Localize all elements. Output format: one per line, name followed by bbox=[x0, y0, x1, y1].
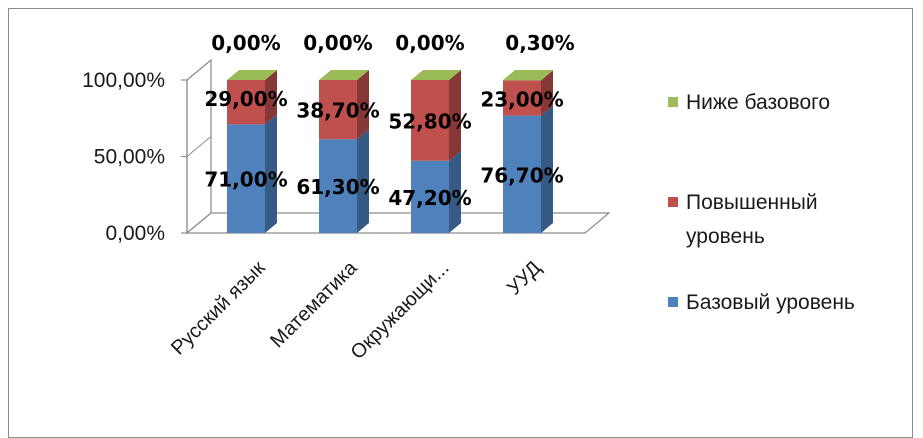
legend-item: Базовый уровень bbox=[668, 291, 855, 314]
y-tick-label: 100,00% bbox=[82, 69, 165, 92]
legend-label: Ниже базового bbox=[686, 91, 830, 114]
data-label: 76,70% bbox=[480, 163, 563, 187]
data-label: 0,00% bbox=[211, 31, 280, 55]
data-label: 52,80% bbox=[388, 109, 471, 133]
legend-swatch bbox=[668, 97, 678, 107]
legend-item: Ниже базового bbox=[668, 91, 830, 114]
data-label: 47,20% bbox=[388, 186, 471, 210]
x-tick-label: Математика bbox=[266, 256, 362, 352]
legend-swatch bbox=[668, 297, 678, 307]
x-tick-label: Окружающи... bbox=[347, 257, 454, 364]
legend-item: Повышенный уровень bbox=[668, 191, 818, 248]
data-label: 0,00% bbox=[303, 31, 372, 55]
x-tick-label: Русский язык bbox=[167, 257, 270, 360]
data-label: 0,30% bbox=[505, 31, 574, 55]
data-label: 23,00% bbox=[480, 87, 563, 111]
stacked-bar-chart: 0,00% 50,00% 100,00% 71,00% 29,00% 0,00% 61,30… bbox=[0, 0, 923, 429]
legend-swatch bbox=[668, 197, 678, 207]
legend-label: уровень bbox=[686, 225, 765, 248]
data-label: 38,70% bbox=[296, 99, 379, 123]
legend: Ниже базового Повышенный уровень Базовый ур… bbox=[668, 91, 855, 314]
data-label: 29,00% bbox=[204, 87, 287, 111]
data-label: 0,00% bbox=[395, 31, 464, 55]
x-tick-label: УУД bbox=[503, 257, 546, 300]
data-label: 61,30% bbox=[296, 175, 379, 199]
data-label: 71,00% bbox=[204, 168, 287, 192]
legend-label: Базовый уровень bbox=[686, 291, 855, 314]
y-tick-label: 50,00% bbox=[94, 146, 165, 169]
legend-label: Повышенный bbox=[686, 191, 818, 214]
y-tick-label: 0,00% bbox=[105, 222, 165, 245]
